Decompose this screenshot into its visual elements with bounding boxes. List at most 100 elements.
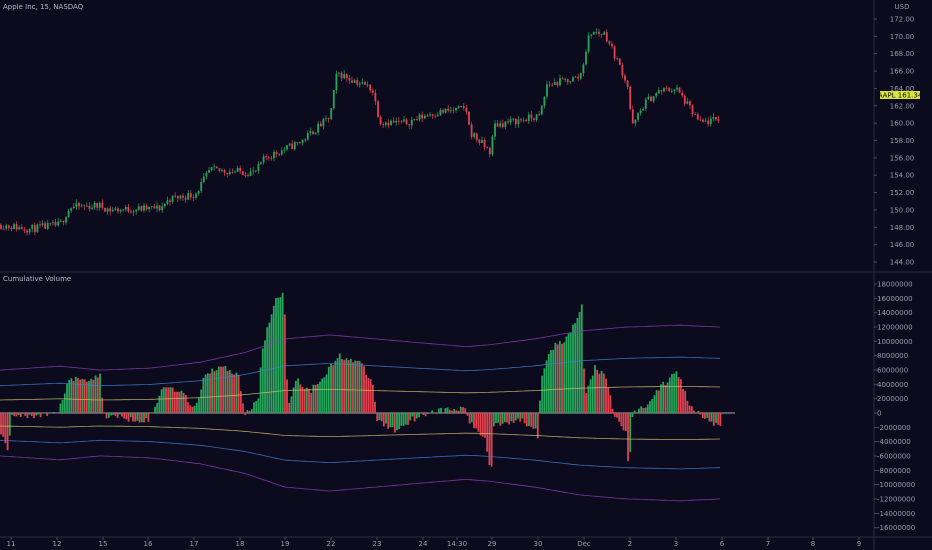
- volume-bar: [655, 390, 658, 413]
- volume-bar: [387, 413, 390, 429]
- cumulative-volume-pane[interactable]: [0, 292, 735, 502]
- candle-body: [382, 124, 385, 125]
- candle-body: [657, 90, 660, 94]
- candle-body: [46, 222, 49, 229]
- symbol-title[interactable]: Apple Inc, 15, NASDAQ: [3, 3, 84, 11]
- volume-bar: [77, 378, 79, 413]
- volume-tick-label: 6000000: [877, 367, 908, 375]
- candle-body: [278, 153, 281, 155]
- price-axis[interactable]: 172.00 170.00 168.00 166.00 164.00 162.00 160.…: [874, 16, 914, 267]
- volume-axis[interactable]: 18000000 16000000 14000000 12000000 10000000…: [874, 281, 915, 533]
- volume-bar: [121, 413, 123, 417]
- volume-bar: [314, 384, 317, 413]
- candle-body: [49, 222, 52, 224]
- candle-body: [288, 143, 291, 146]
- candle-body: [153, 206, 156, 209]
- volume-tick-label: 2000000: [877, 395, 908, 403]
- price-tick-label: 148.00: [890, 224, 915, 232]
- volume-tick-label: 12000000: [877, 324, 913, 332]
- volume-bar: [602, 373, 605, 413]
- candle-body: [421, 114, 424, 119]
- candle-body: [418, 114, 421, 120]
- volume-bar: [22, 413, 24, 414]
- candle-body: [54, 222, 57, 226]
- time-tick-label: 23: [373, 540, 382, 548]
- volume-bar: [83, 379, 86, 413]
- volume-tick-label: 0: [877, 410, 881, 418]
- candle-body: [460, 106, 463, 107]
- volume-bar: [528, 413, 530, 427]
- candle-body: [405, 119, 408, 125]
- volume-bar: [237, 374, 240, 413]
- time-tick-label: 16: [144, 540, 153, 548]
- volume-bar: [473, 413, 475, 429]
- candle-body: [231, 171, 234, 173]
- volume-bar: [72, 380, 75, 413]
- volume-bar: [30, 413, 33, 416]
- volume-bar: [675, 371, 678, 413]
- candle-body: [96, 202, 99, 208]
- candle-body: [223, 169, 226, 173]
- volume-bar: [116, 413, 119, 418]
- candle-body: [301, 139, 304, 144]
- volume-bar: [569, 332, 572, 413]
- volume-tick-label: -10000000: [877, 481, 915, 489]
- volume-bar: [189, 405, 192, 413]
- volume-bar: [173, 391, 176, 413]
- price-pane[interactable]: [0, 28, 720, 236]
- volume-bar: [167, 387, 170, 413]
- volume-bar: [233, 374, 236, 413]
- candle-body: [72, 206, 75, 209]
- volume-bar: [572, 324, 574, 413]
- volume-bar: [418, 413, 420, 418]
- last-price-badge: [880, 91, 920, 99]
- time-tick-label: 11: [7, 540, 16, 548]
- volume-bar: [591, 375, 594, 413]
- candle-body: [488, 147, 491, 155]
- volume-bar: [292, 387, 295, 413]
- volume-bar: [70, 378, 73, 413]
- candle-body: [101, 202, 104, 208]
- time-axis[interactable]: 11 12 15 16 17 18 19 22 23 24 14:30 29 30 Dec 2 3 6 7 8 9: [7, 537, 862, 548]
- candle-body: [452, 109, 455, 111]
- candle-body: [309, 131, 312, 133]
- volume-bar: [268, 322, 271, 413]
- candle-body: [26, 230, 28, 233]
- candle-body: [673, 89, 676, 91]
- candle-body: [561, 78, 564, 80]
- time-tick-label: Dec: [577, 540, 591, 548]
- volume-bar: [679, 379, 682, 413]
- volume-bar: [664, 384, 667, 413]
- volume-bar: [191, 406, 194, 413]
- candle-body: [267, 157, 270, 159]
- volume-bar: [68, 379, 71, 413]
- volume-bar: [492, 413, 495, 427]
- volume-bar: [248, 410, 251, 413]
- candle-body: [514, 118, 517, 125]
- volume-bar: [301, 386, 304, 413]
- volume-bar: [464, 408, 467, 413]
- volume-bar: [620, 413, 623, 427]
- volume-bar: [420, 412, 423, 414]
- volume-bar: [510, 413, 513, 422]
- volume-bar: [213, 371, 216, 413]
- candle-body: [91, 207, 93, 209]
- candle-body: [351, 80, 353, 83]
- candle-body: [218, 168, 221, 171]
- candle-body: [176, 195, 179, 199]
- candle-body: [397, 120, 400, 122]
- candle-body: [655, 93, 658, 97]
- candle-body: [691, 105, 694, 115]
- candle-body: [195, 193, 197, 198]
- candle-body: [426, 115, 429, 117]
- volume-bar: [578, 311, 581, 413]
- volume-bar: [622, 413, 625, 431]
- volume-bar: [495, 413, 497, 424]
- candle-body: [353, 80, 356, 83]
- indicator-title[interactable]: Cumulative Volume: [3, 275, 71, 283]
- volume-bar: [682, 389, 684, 413]
- volume-bar: [305, 387, 308, 413]
- candle-body: [7, 225, 10, 228]
- time-tick-label: 14:30: [447, 540, 467, 548]
